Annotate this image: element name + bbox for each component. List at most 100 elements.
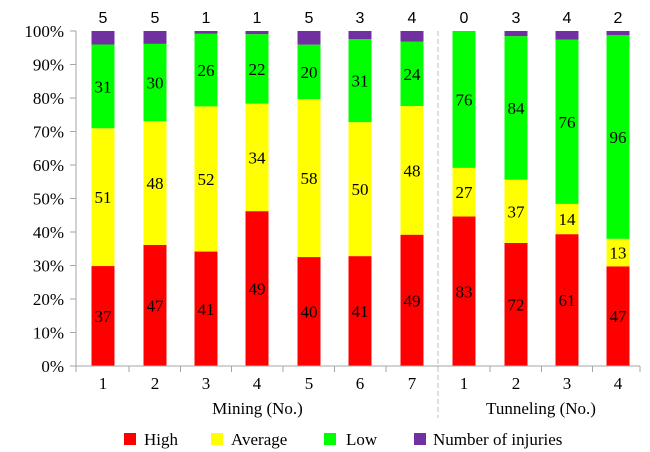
bar-segment-number-of-injuries: [348, 31, 372, 40]
bars: [91, 31, 630, 366]
bar-segment-low: [245, 34, 269, 104]
bar-segment-average: [143, 121, 167, 245]
data-label-low: 76: [559, 113, 576, 132]
bar-segment-average: [194, 106, 218, 252]
data-label-injuries: 5: [305, 10, 314, 27]
data-label-average: 52: [198, 170, 215, 189]
data-label-high: 49: [249, 280, 266, 299]
bar-segment-high: [555, 234, 579, 366]
legend-label: High: [144, 430, 179, 449]
data-label-injuries: 5: [99, 10, 108, 27]
x-tick-label: 3: [563, 374, 572, 393]
data-label-high: 40: [301, 303, 318, 322]
legend-label: Average: [231, 430, 287, 449]
data-label-average: 14: [559, 210, 577, 229]
bar-segment-average: [452, 167, 476, 217]
group-label: Mining (No.): [212, 399, 303, 418]
x-tick-label: 2: [151, 374, 160, 393]
data-label-average: 48: [404, 161, 421, 180]
bar-segment-high: [245, 211, 269, 366]
bar-segment-low: [143, 43, 167, 122]
group-label: Tunneling (No.): [486, 399, 596, 418]
data-label-low: 84: [508, 99, 526, 118]
bar-segment-number-of-injuries: [143, 31, 167, 44]
data-label-high: 41: [352, 302, 369, 321]
value-labels: 3751315474830541522614934221405820541503…: [95, 10, 628, 326]
data-label-average: 13: [610, 244, 627, 263]
bar-segment-average: [348, 122, 372, 257]
bar-segment-average: [555, 203, 579, 235]
data-label-low: 31: [95, 77, 112, 96]
bar-segment-number-of-injuries: [606, 31, 630, 36]
bar-segment-low: [400, 41, 424, 107]
bar-segment-high: [504, 242, 528, 366]
legend: High Average Low Number of injuries: [124, 430, 562, 449]
bar-segment-high: [194, 251, 218, 366]
data-label-low: 76: [456, 90, 473, 109]
y-tick-label: 70%: [33, 123, 64, 142]
bar-segment-high: [91, 266, 115, 366]
bar-segment-average: [245, 103, 269, 212]
bar-segment-average: [606, 238, 630, 267]
data-label-average: 48: [147, 174, 164, 193]
legend-swatch-number-of-injuries: [414, 433, 426, 445]
data-label-injuries: 3: [512, 10, 521, 27]
data-label-average: 51: [95, 188, 112, 207]
y-tick-label: 90%: [33, 56, 64, 75]
legend-swatch-low: [324, 433, 336, 445]
y-tick-label: 0%: [41, 357, 64, 376]
data-label-injuries: 2: [614, 10, 623, 27]
data-label-low: 22: [249, 60, 266, 79]
bar-segment-average: [91, 128, 115, 267]
data-label-low: 24: [404, 65, 422, 84]
data-label-injuries: 5: [151, 10, 160, 27]
y-tick-label: 60%: [33, 156, 64, 175]
y-tick-label: 20%: [33, 290, 64, 309]
bar-segment-low: [504, 36, 528, 180]
y-tick-label: 30%: [33, 257, 64, 276]
data-label-high: 47: [610, 307, 628, 326]
data-label-high: 49: [404, 291, 421, 310]
data-label-high: 37: [95, 307, 113, 326]
bar-segment-low: [297, 44, 321, 100]
data-label-high: 83: [456, 282, 473, 301]
bar-segment-number-of-injuries: [91, 31, 115, 45]
bar-segment-number-of-injuries: [504, 31, 528, 37]
bar-segment-high: [606, 266, 630, 366]
data-label-high: 72: [508, 295, 525, 314]
x-tick-label: 7: [408, 374, 417, 393]
data-label-injuries: 4: [408, 10, 417, 27]
data-label-average: 27: [456, 183, 474, 202]
bar-segment-average: [504, 179, 528, 243]
x-tick-label: 1: [460, 374, 469, 393]
bar-segment-average: [297, 99, 321, 258]
data-label-low: 96: [610, 128, 627, 147]
y-tick-label: 100%: [24, 22, 64, 41]
bar-segment-low: [606, 35, 630, 239]
x-tick-label: 2: [512, 374, 521, 393]
bar-segment-high: [400, 234, 424, 366]
data-label-injuries: 0: [460, 10, 469, 27]
bar-segment-low: [452, 31, 476, 168]
y-axis: 0% 10% 20% 30% 40% 50% 60% 70% 80% 90% 100%: [24, 22, 77, 376]
y-tick-label: 40%: [33, 223, 64, 242]
bar-segment-number-of-injuries: [297, 31, 321, 45]
bar-segment-high: [452, 216, 476, 366]
data-label-high: 47: [147, 296, 165, 315]
bar-segment-number-of-injuries: [194, 31, 218, 34]
data-label-high: 41: [198, 300, 215, 319]
x-tick-label: 6: [356, 374, 365, 393]
data-label-low: 26: [198, 61, 215, 80]
legend-swatch-average: [211, 433, 223, 445]
x-tick-label: 3: [202, 374, 211, 393]
legend-label: Number of injuries: [433, 430, 562, 449]
bar-segment-average: [400, 106, 424, 235]
bar-segment-number-of-injuries: [555, 31, 579, 40]
data-label-average: 58: [301, 169, 318, 188]
x-tick-label: 1: [99, 374, 108, 393]
data-label-low: 30: [147, 74, 164, 93]
y-tick-label: 80%: [33, 89, 64, 108]
y-tick-label: 10%: [33, 324, 64, 343]
bar-segment-high: [297, 257, 321, 366]
